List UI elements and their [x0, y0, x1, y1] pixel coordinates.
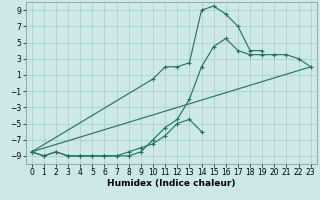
X-axis label: Humidex (Indice chaleur): Humidex (Indice chaleur): [107, 179, 236, 188]
